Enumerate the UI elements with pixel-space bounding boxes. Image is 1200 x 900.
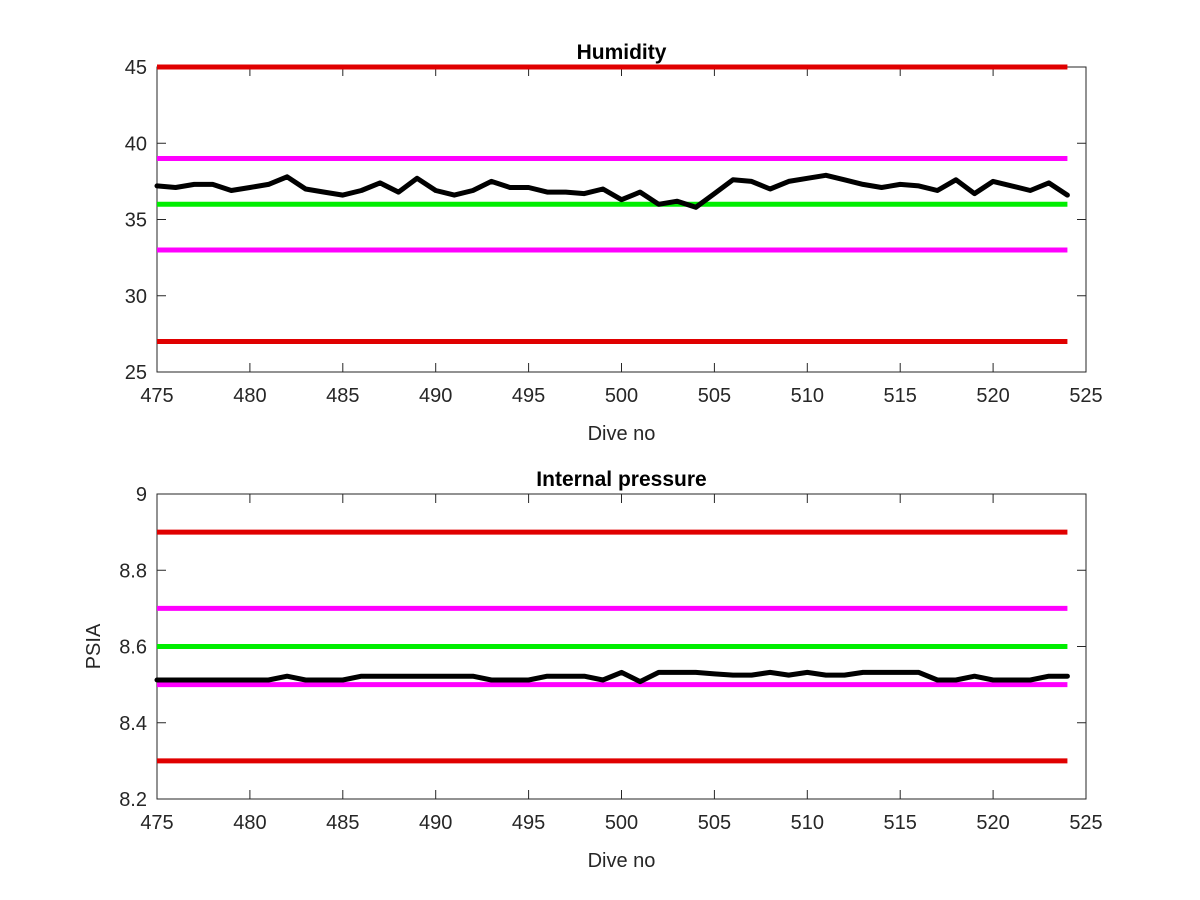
y-tick-label: 8.4 xyxy=(119,713,147,735)
x-tick-label: 525 xyxy=(1069,812,1102,834)
x-tick-label: 515 xyxy=(884,812,917,834)
x-tick-label: 495 xyxy=(512,812,545,834)
x-tick-label: 495 xyxy=(512,385,545,407)
x-tick-label: 485 xyxy=(326,385,359,407)
y-tick-label: 45 xyxy=(125,57,147,79)
x-tick-label: 505 xyxy=(698,812,731,834)
y-tick-label: 35 xyxy=(125,210,147,232)
y-tick-label: 25 xyxy=(125,362,147,384)
x-axis-label: Dive no xyxy=(588,850,656,872)
y-tick-label: 30 xyxy=(125,286,147,308)
x-tick-label: 480 xyxy=(233,812,266,834)
y-tick-label: 8.2 xyxy=(119,789,147,811)
chart-title: Humidity xyxy=(577,41,667,64)
series-line xyxy=(154,669,1070,685)
x-tick-label: 485 xyxy=(326,812,359,834)
y-tick-label: 40 xyxy=(125,133,147,155)
x-tick-label: 515 xyxy=(884,385,917,407)
x-tick-label: 510 xyxy=(791,812,824,834)
x-tick-label: 520 xyxy=(976,385,1009,407)
x-tick-label: 500 xyxy=(605,812,638,834)
x-tick-label: 525 xyxy=(1069,385,1102,407)
x-tick-label: 475 xyxy=(140,385,173,407)
x-tick-label: 475 xyxy=(140,812,173,834)
y-axis-label: PSIA xyxy=(83,623,105,669)
y-tick-label: 8.6 xyxy=(119,637,147,659)
x-tick-label: 510 xyxy=(791,385,824,407)
internal-pressure-axes: 475 480 485 490 495 500 505 510 515 520 525 8.2 8.4 8… xyxy=(83,468,1103,872)
chart-title: Internal pressure xyxy=(536,468,706,491)
x-tick-label: 490 xyxy=(419,812,452,834)
humidity-axes: 475 480 485 490 495 500 505 510 515 520 525 25 30 35 4… xyxy=(125,41,1103,445)
plot-area xyxy=(156,66,1087,373)
x-tick-label: 505 xyxy=(698,385,731,407)
x-tick-label: 490 xyxy=(419,385,452,407)
y-tick-label: 9 xyxy=(136,484,147,506)
x-tick-label: 480 xyxy=(233,385,266,407)
x-tick-label: 520 xyxy=(976,812,1009,834)
x-axis-label: Dive no xyxy=(588,423,656,445)
y-tick-label: 8.8 xyxy=(119,560,147,582)
x-tick-label: 500 xyxy=(605,385,638,407)
series-line xyxy=(154,172,1070,210)
